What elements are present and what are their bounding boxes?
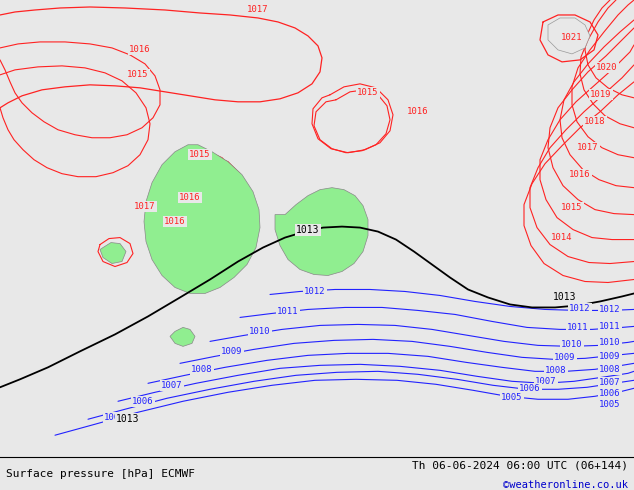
Text: 1011: 1011 (599, 322, 621, 331)
Text: 1021: 1021 (561, 33, 583, 43)
Text: 1017: 1017 (134, 202, 156, 211)
Text: 1016: 1016 (179, 193, 201, 202)
Polygon shape (170, 327, 195, 346)
Text: 1009: 1009 (221, 347, 243, 356)
Text: 1011: 1011 (277, 307, 299, 316)
Text: 1010: 1010 (249, 327, 271, 336)
Text: 1019: 1019 (590, 90, 612, 99)
Text: 1016: 1016 (407, 107, 429, 116)
Text: 1016: 1016 (164, 217, 186, 226)
Text: 1014: 1014 (551, 233, 573, 242)
Text: 1008: 1008 (191, 365, 213, 374)
Text: 1010: 1010 (599, 338, 621, 347)
Text: 1016: 1016 (569, 170, 591, 179)
Text: Surface pressure [hPa] ECMWF: Surface pressure [hPa] ECMWF (6, 469, 195, 479)
Polygon shape (100, 243, 126, 264)
Text: 1015: 1015 (190, 150, 210, 159)
Text: 1017: 1017 (577, 143, 598, 152)
Text: 1015: 1015 (357, 88, 378, 98)
Text: 1013: 1013 (296, 224, 320, 235)
Text: 1008: 1008 (599, 365, 621, 374)
Text: 1012: 1012 (599, 305, 621, 314)
Text: 1009: 1009 (554, 353, 576, 362)
Text: 1015: 1015 (561, 203, 583, 212)
Text: 1013: 1013 (553, 293, 577, 302)
Text: 1008: 1008 (545, 366, 567, 375)
Text: 1012: 1012 (569, 304, 591, 313)
Text: 1006: 1006 (519, 384, 541, 393)
Text: 1006: 1006 (133, 397, 154, 406)
Text: 1007: 1007 (599, 378, 621, 387)
Text: Th 06-06-2024 06:00 UTC (06+144): Th 06-06-2024 06:00 UTC (06+144) (411, 461, 628, 470)
Text: 1011: 1011 (567, 323, 589, 332)
Text: ©weatheronline.co.uk: ©weatheronline.co.uk (503, 480, 628, 490)
Text: 1016: 1016 (129, 46, 151, 54)
Text: 1015: 1015 (127, 71, 149, 79)
Text: 1005: 1005 (599, 400, 621, 409)
Text: 1013: 1013 (116, 414, 139, 424)
Text: 1010: 1010 (561, 340, 583, 349)
Text: 1007: 1007 (161, 381, 183, 390)
Text: 1012: 1012 (304, 287, 326, 296)
Text: 1005: 1005 (104, 413, 126, 422)
Text: 1020: 1020 (596, 63, 618, 73)
Text: 1005: 1005 (501, 393, 523, 402)
Text: 1017: 1017 (247, 5, 269, 15)
Polygon shape (548, 18, 590, 54)
Text: 1006: 1006 (599, 389, 621, 398)
Polygon shape (144, 145, 260, 294)
Text: 1009: 1009 (599, 352, 621, 361)
Text: 1007: 1007 (535, 377, 557, 386)
Text: 1018: 1018 (585, 117, 605, 126)
Polygon shape (275, 188, 368, 275)
